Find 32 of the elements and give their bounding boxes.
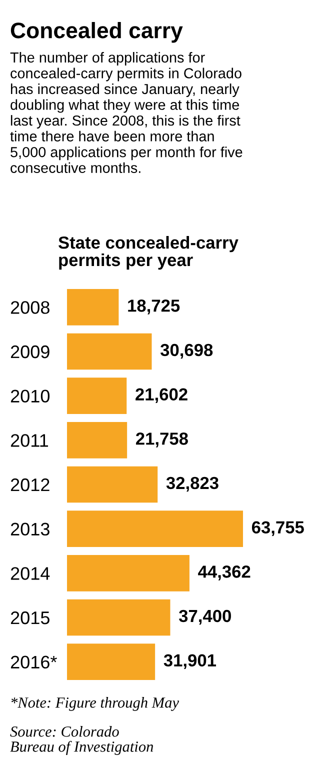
data-label: 63,755	[252, 521, 304, 536]
bar	[67, 378, 127, 414]
y-tick-label: 2016*	[10, 656, 57, 669]
y-tick-label: 2010	[10, 390, 50, 403]
data-label: 18,725	[128, 300, 180, 314]
data-label: 31,901	[164, 654, 216, 670]
source-note: Source: Colorado Bureau of Investigation	[10, 726, 154, 755]
y-tick-label: 2012	[10, 478, 50, 492]
y-tick-label: 2015	[10, 611, 50, 624]
bar	[67, 422, 128, 458]
y-tick-label: 2009	[10, 345, 50, 358]
bar	[67, 644, 156, 680]
bar	[67, 333, 152, 370]
y-tick-label: 2014	[10, 567, 50, 580]
bar	[67, 599, 170, 636]
data-label: 21,758	[136, 432, 188, 448]
data-label: 21,602	[136, 388, 188, 404]
data-label: 30,698	[160, 344, 213, 359]
data-label: 32,823	[166, 476, 218, 492]
bar	[67, 288, 119, 326]
bar	[67, 554, 190, 592]
y-tick-label: 2013	[10, 522, 50, 536]
chart-subtitle: The number of applications for concealed-carry permits in Colorado has increased since January, nearly doubling what they were at this time last year. Since 2008, this is the first time there have been more than 5,000 applications per month for five consecutive months.	[10, 52, 242, 173]
text: *Note: Figure through May	[11, 697, 180, 711]
data-label: 37,400	[178, 610, 231, 625]
y-tick-label: 2011	[10, 434, 48, 447]
chart-title: Concealed carry	[10, 22, 183, 43]
bar	[67, 466, 158, 503]
y-tick-label: 2008	[10, 301, 50, 314]
text: State concealed-carry permits per year	[58, 236, 238, 270]
bar	[67, 510, 243, 548]
data-label: 44,362	[198, 566, 250, 580]
